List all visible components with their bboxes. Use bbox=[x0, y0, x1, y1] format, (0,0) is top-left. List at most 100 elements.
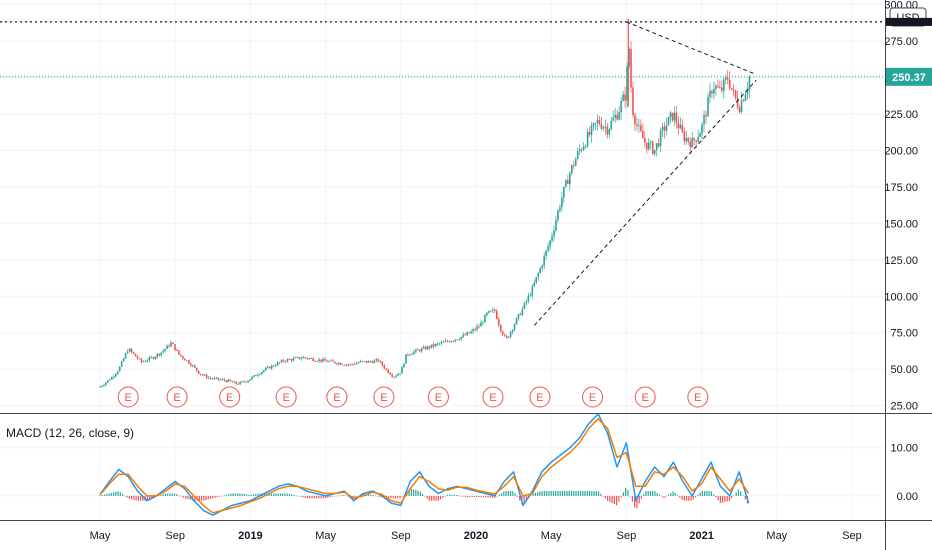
candle[interactable] bbox=[634, 112, 636, 132]
candle[interactable] bbox=[310, 357, 313, 360]
candle[interactable] bbox=[324, 357, 326, 361]
candle[interactable] bbox=[490, 310, 492, 312]
candle[interactable] bbox=[259, 373, 261, 376]
macd-indicator-label[interactable]: MACD (12, 26, close, 9) bbox=[6, 426, 134, 440]
candle[interactable] bbox=[111, 376, 113, 381]
candle[interactable] bbox=[454, 339, 457, 343]
candle[interactable] bbox=[563, 186, 565, 203]
candle[interactable] bbox=[513, 323, 516, 332]
candle[interactable] bbox=[649, 140, 652, 150]
candle[interactable] bbox=[114, 373, 117, 378]
candle[interactable] bbox=[570, 164, 573, 176]
candle[interactable] bbox=[152, 356, 155, 360]
candle[interactable] bbox=[693, 136, 695, 145]
candle[interactable] bbox=[215, 376, 218, 380]
candle[interactable] bbox=[620, 96, 622, 121]
candle[interactable] bbox=[533, 279, 536, 288]
candle[interactable] bbox=[249, 379, 251, 381]
earnings-marker[interactable]: E bbox=[427, 386, 449, 408]
candle[interactable] bbox=[428, 345, 431, 350]
candle[interactable] bbox=[405, 354, 407, 364]
candle[interactable] bbox=[343, 364, 346, 366]
candle[interactable] bbox=[369, 360, 372, 363]
candle[interactable] bbox=[221, 377, 224, 381]
candle[interactable] bbox=[717, 79, 719, 89]
candle[interactable] bbox=[588, 126, 591, 137]
candle[interactable] bbox=[304, 356, 307, 360]
candle[interactable] bbox=[154, 356, 157, 361]
candle[interactable] bbox=[338, 361, 340, 367]
candle[interactable] bbox=[719, 80, 721, 89]
candle[interactable] bbox=[685, 131, 688, 145]
candle[interactable] bbox=[176, 348, 178, 351]
candle[interactable] bbox=[507, 336, 510, 339]
earnings-marker[interactable]: E bbox=[219, 386, 241, 408]
candle[interactable] bbox=[223, 377, 226, 382]
candle[interactable] bbox=[274, 363, 277, 368]
candle[interactable] bbox=[738, 104, 741, 114]
candle[interactable] bbox=[505, 334, 508, 339]
candle[interactable] bbox=[239, 380, 241, 385]
candle[interactable] bbox=[229, 379, 232, 382]
candle[interactable] bbox=[251, 376, 253, 381]
candle[interactable] bbox=[642, 123, 644, 139]
candle[interactable] bbox=[484, 314, 486, 323]
candle[interactable] bbox=[598, 115, 601, 126]
candle[interactable] bbox=[675, 105, 678, 129]
candle[interactable] bbox=[180, 354, 182, 357]
candle[interactable] bbox=[272, 364, 275, 367]
candle[interactable] bbox=[415, 348, 417, 354]
candle[interactable] bbox=[721, 80, 723, 94]
candle[interactable] bbox=[286, 358, 289, 363]
candle[interactable] bbox=[245, 381, 247, 384]
candle[interactable] bbox=[547, 242, 549, 253]
candle[interactable] bbox=[276, 361, 279, 367]
candle[interactable] bbox=[586, 128, 589, 148]
candle[interactable] bbox=[150, 355, 153, 359]
candle[interactable] bbox=[647, 137, 650, 151]
candle[interactable] bbox=[450, 340, 453, 343]
candle[interactable] bbox=[190, 362, 192, 367]
candle[interactable] bbox=[494, 308, 496, 314]
candle[interactable] bbox=[472, 327, 474, 334]
candle[interactable] bbox=[655, 143, 658, 157]
candle[interactable] bbox=[495, 308, 498, 320]
candle[interactable] bbox=[722, 77, 725, 100]
candle[interactable] bbox=[265, 366, 267, 371]
candle[interactable] bbox=[391, 372, 393, 378]
candle[interactable] bbox=[572, 160, 575, 170]
candle[interactable] bbox=[385, 367, 388, 371]
candle[interactable] bbox=[669, 110, 672, 124]
candle[interactable] bbox=[109, 378, 111, 381]
candle[interactable] bbox=[622, 90, 624, 102]
candle[interactable] bbox=[499, 324, 502, 333]
candle[interactable] bbox=[322, 357, 324, 363]
candle[interactable] bbox=[659, 127, 662, 152]
candle[interactable] bbox=[178, 350, 180, 356]
candle[interactable] bbox=[231, 380, 234, 383]
candle[interactable] bbox=[288, 358, 291, 360]
candle[interactable] bbox=[103, 383, 105, 387]
candle[interactable] bbox=[596, 114, 599, 131]
candle[interactable] bbox=[748, 74, 751, 98]
candle[interactable] bbox=[255, 374, 257, 377]
candle[interactable] bbox=[539, 266, 542, 274]
candle[interactable] bbox=[574, 157, 577, 167]
candle[interactable] bbox=[665, 117, 668, 136]
candle[interactable] bbox=[486, 311, 488, 318]
candle[interactable] bbox=[730, 88, 733, 91]
candle[interactable] bbox=[422, 344, 425, 349]
candle[interactable] bbox=[644, 131, 646, 148]
candle[interactable] bbox=[651, 140, 654, 156]
candle[interactable] bbox=[128, 347, 131, 353]
candle[interactable] bbox=[624, 86, 626, 109]
candle[interactable] bbox=[537, 271, 540, 281]
candle[interactable] bbox=[148, 355, 151, 363]
candle[interactable] bbox=[653, 149, 656, 157]
candle[interactable] bbox=[320, 359, 322, 364]
candle[interactable] bbox=[521, 306, 524, 317]
candle[interactable] bbox=[584, 144, 587, 149]
candle[interactable] bbox=[399, 373, 401, 376]
candle[interactable] bbox=[146, 358, 149, 363]
candle[interactable] bbox=[280, 358, 283, 364]
